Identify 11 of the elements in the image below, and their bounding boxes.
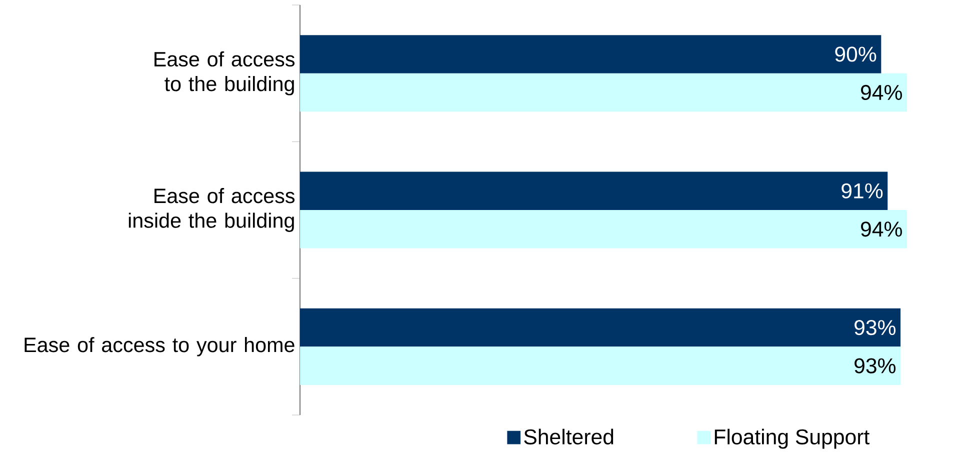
data-label: 90% <box>835 46 876 62</box>
data-label: 91% <box>842 183 883 198</box>
y-tick-label: Ease of access to your home <box>24 337 294 356</box>
legend-label: Floating Support <box>714 428 870 449</box>
y-tick-label: Ease of access inside the building <box>128 188 295 232</box>
data-label: 93% <box>854 358 896 374</box>
data-label: 94% <box>861 84 902 100</box>
y-tick-label: Ease of access to the building <box>154 51 295 96</box>
data-label: 93% <box>854 320 896 336</box>
legend-label: Sheltered <box>524 428 614 444</box>
data-label: 94% <box>861 222 902 237</box>
